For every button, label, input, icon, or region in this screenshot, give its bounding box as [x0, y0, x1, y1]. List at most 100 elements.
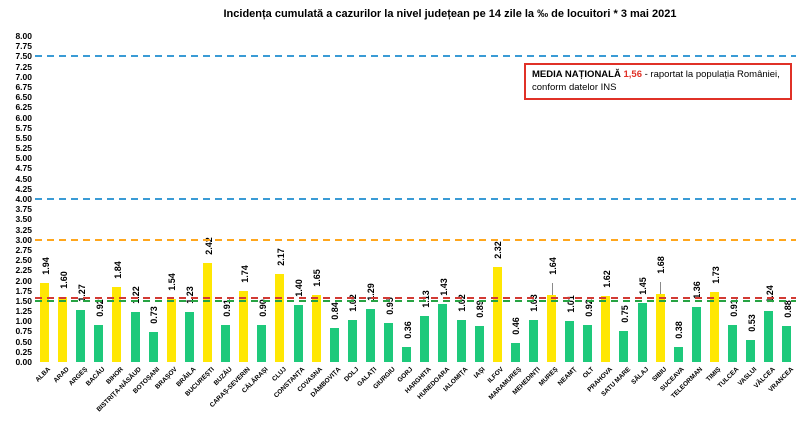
category-label: NEAMȚ	[556, 366, 578, 388]
y-tick-label: 2.25	[15, 265, 32, 276]
bar	[166, 299, 176, 362]
bar-value-label: 1.43	[438, 277, 449, 296]
y-tick-label: 5.50	[15, 132, 32, 143]
bar	[637, 302, 647, 362]
bar	[275, 273, 285, 362]
bar	[691, 306, 701, 362]
bar	[746, 340, 756, 362]
bar	[365, 309, 375, 362]
y-tick-label: 7.50	[15, 51, 32, 62]
bar	[58, 296, 68, 362]
y-tick-label: 0.25	[15, 346, 32, 357]
bar-value-label: 1.65	[312, 268, 323, 287]
y-tick-label: 7.25	[15, 61, 32, 72]
y-tick-label: 4.75	[15, 163, 32, 174]
y-tick-label: 5.75	[15, 122, 32, 133]
national-average-value: 1,56	[623, 69, 642, 80]
bar-value-label: 1.45	[638, 277, 649, 295]
y-tick-label: 7.00	[15, 71, 32, 82]
bar	[528, 320, 538, 362]
bar-value-label: 1.36	[692, 280, 703, 299]
bar-value-label: 0.89	[475, 299, 486, 318]
y-tick-label: 1.00	[15, 316, 32, 327]
y-tick-label: 5.25	[15, 143, 32, 154]
category-label: ALBA	[34, 366, 53, 384]
bar	[583, 324, 593, 362]
y-tick-label: 5.00	[15, 153, 32, 164]
bar-value-label: 0.38	[674, 320, 685, 339]
y-tick-label: 4.00	[15, 194, 32, 204]
bar-value-label: 2.17	[275, 247, 286, 266]
bar-value-label: 0.75	[619, 305, 630, 324]
bar-value-label: 1.62	[601, 270, 612, 288]
national-average-legend-box: MEDIA NAȚIONALĂ 1,56 - raportat la popul…	[524, 63, 792, 100]
bar	[782, 326, 792, 362]
y-tick-label: 6.75	[15, 81, 32, 92]
bar	[510, 343, 520, 362]
national-average-note: - raportat la populația României, confor…	[532, 69, 780, 94]
y-tick-label: 6.50	[15, 92, 32, 103]
y-tick-label: 1.75	[15, 285, 32, 296]
bar-value-label: 1.74	[239, 265, 250, 283]
bar-value-label: 0.53	[746, 314, 757, 333]
bar	[474, 325, 484, 362]
bar	[329, 327, 339, 362]
bar	[402, 347, 412, 362]
bar	[547, 295, 557, 362]
bar	[565, 320, 575, 362]
bar	[148, 332, 158, 362]
y-tick-label: 6.00	[15, 112, 32, 123]
y-tick-label: 2.75	[15, 244, 32, 255]
bar	[203, 263, 213, 362]
national-average-label: MEDIA NAȚIONALĂ	[532, 69, 621, 80]
y-tick-label: 4.50	[15, 173, 32, 184]
category-label: IAȘI	[473, 366, 488, 380]
y-tick-label: 3.75	[15, 204, 32, 215]
bar	[673, 346, 683, 362]
bar	[311, 294, 321, 362]
category-label: OLT	[581, 366, 596, 380]
y-tick-label: 6.25	[15, 102, 32, 113]
bar	[438, 303, 448, 362]
bar-value-label: 2.32	[493, 241, 504, 260]
y-tick-label: 8.00	[15, 31, 32, 41]
category-label: SĂLAJ	[630, 366, 651, 387]
y-tick-label: 2.50	[15, 255, 32, 266]
bar-value-label: 1.54	[167, 273, 178, 291]
y-tick-label: 0.00	[15, 357, 32, 367]
bar-value-label: 0.90	[257, 299, 268, 318]
bar	[239, 291, 249, 362]
bar	[112, 287, 122, 362]
y-tick-label: 1.25	[15, 306, 32, 317]
y-tick-label: 0.75	[15, 326, 32, 337]
bar-value-label: 1.64	[547, 257, 558, 275]
y-tick-label: 3.50	[15, 214, 32, 225]
bar	[710, 291, 720, 362]
bar-value-label: 0.46	[511, 317, 522, 336]
callout-line	[551, 283, 553, 296]
y-tick-label: 2.00	[15, 275, 32, 286]
bar	[728, 324, 738, 362]
y-tick-label: 3.00	[15, 234, 32, 245]
bar	[619, 331, 629, 362]
reference-line-national-average-1-56	[35, 297, 796, 300]
bar	[130, 312, 140, 362]
bar	[76, 310, 86, 362]
bar-value-label: 1.40	[294, 279, 305, 297]
bar	[293, 304, 303, 362]
y-tick-label: 0.50	[15, 336, 32, 347]
bar-value-label: 1.60	[58, 271, 69, 289]
reference-line-threshold-7-50	[35, 55, 796, 58]
bar-value-label: 0.73	[149, 306, 160, 325]
bar-value-label: 1.94	[40, 257, 51, 275]
bar	[456, 320, 466, 362]
y-tick-label: 7.75	[15, 41, 32, 52]
bar	[184, 311, 194, 362]
bar-value-label: 1.73	[710, 265, 721, 284]
bar	[655, 293, 665, 362]
callout-line	[660, 281, 662, 294]
y-tick-label: 3.25	[15, 224, 32, 235]
bar-value-label: 1.68	[656, 255, 667, 274]
bar	[492, 267, 502, 362]
reference-line-threshold-3-00	[35, 238, 796, 241]
